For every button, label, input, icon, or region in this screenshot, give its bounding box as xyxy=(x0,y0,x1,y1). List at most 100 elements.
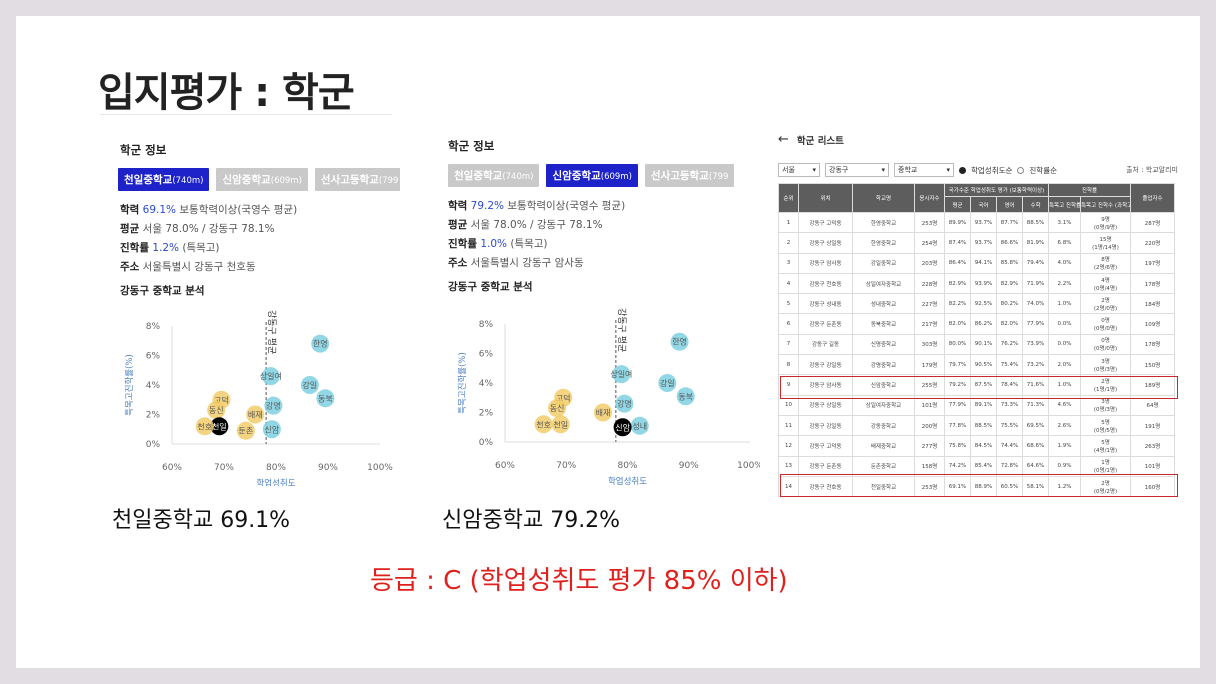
table-row[interactable]: 11 강동구 강일동 강동중학교 200명 77.8% 88.5% 75.5% 69.5% 2.… xyxy=(778,414,1175,437)
table-cell: 93.7% xyxy=(970,232,997,254)
table-cell: 강동구 성내동 xyxy=(798,293,853,315)
region-select[interactable]: 서울 ▾ xyxy=(778,163,820,177)
point-marker xyxy=(594,403,612,422)
caption-middle: 신암중학교 79.2% xyxy=(442,508,621,533)
data-point: 천일 xyxy=(210,417,229,436)
table-cell: 8 xyxy=(778,354,799,376)
table-cell: 9명 (0명/9명) xyxy=(1080,211,1131,234)
y-tick-label: 0% xyxy=(146,440,161,450)
table-cell: 강동구 천호동 xyxy=(798,272,853,295)
th-examinees: 응시자수 xyxy=(914,183,945,213)
tab-school-2[interactable]: 신암중학교(609m) xyxy=(546,164,638,187)
table-cell: 80.0% xyxy=(944,333,971,356)
table-row[interactable]: 5 강동구 성내동 성내중학교 227명 82.2% 92.5% 80.2% 74.0% 1.0… xyxy=(778,293,1175,315)
table-cell: 한영중학교 xyxy=(852,211,915,234)
x-tick-label: 60% xyxy=(495,461,515,471)
table-cell: 강동구 상일동 xyxy=(798,232,853,254)
y-tick-label: 4% xyxy=(146,381,161,391)
tab-school-3[interactable]: 선사고등학교(799 xyxy=(644,164,735,187)
table-row[interactable]: 2 강동구 상일동 한영중학교 254명 87.4% 93.7% 86.6% 81.9% 6.8… xyxy=(778,232,1175,254)
table-row[interactable]: 7 강동구 길동 신명중학교 303명 80.0% 90.1% 76.2% 73.9% 0.0%… xyxy=(778,333,1175,356)
table-cell: 74.0% xyxy=(1022,293,1049,315)
back-arrow-icon[interactable]: ← xyxy=(778,132,789,147)
point-label: 배재 xyxy=(596,409,611,418)
table-row[interactable]: 3 강동구 암사동 강일중학교 203명 86.4% 94.1% 85.8% 79.4% 4.0… xyxy=(778,252,1175,274)
table-cell: 92.5% xyxy=(970,293,997,315)
table-cell: 263명 xyxy=(1130,435,1175,457)
table-row[interactable]: 14 강동구 천호동 천일중학교 253명 69.1% 88.9% 60.5% 58.1% 1.… xyxy=(778,475,1175,498)
table-cell: 84.5% xyxy=(970,435,997,457)
y-axis-label: 특목고진학률(%) xyxy=(124,354,135,416)
table-row[interactable]: 9 강동구 암사동 신암중학교 255명 79.2% 87.5% 78.4% 71.6% 1.0… xyxy=(778,374,1175,396)
level-select[interactable]: 중학교 ▾ xyxy=(894,163,954,177)
table-cell: 303명 xyxy=(914,333,945,356)
point-label: 천일 xyxy=(212,421,227,431)
school-tabs: 천일중학교(740m) 신암중학교(609m) 선사고등학교(799 xyxy=(448,164,760,187)
sort-radio-academic[interactable] xyxy=(959,166,966,174)
table-cell: 79.7% xyxy=(944,354,971,376)
school-tabs: 천일중학교(740m) 신암중학교(609m) 선사고등학교(799 xyxy=(118,168,400,191)
table-row[interactable]: 8 강동구 강일동 강명중학교 179명 79.7% 90.5% 75.4% 73.2% 2.0… xyxy=(778,354,1175,376)
point-label: 천일 xyxy=(553,419,568,429)
y-tick-label: 6% xyxy=(146,352,161,362)
table-cell: 2.6% xyxy=(1048,414,1081,437)
table-cell: 89.9% xyxy=(944,211,971,234)
table-cell: 109명 xyxy=(1130,313,1175,335)
table-row[interactable]: 1 강동구 고덕동 한영중학교 253명 89.9% 93.7% 87.7% 88.5% 3.1… xyxy=(778,211,1175,234)
average-line-label: 강동구 평균 xyxy=(616,308,627,352)
table-cell: 0명 (0명/0명) xyxy=(1080,313,1131,335)
tab-school-1[interactable]: 천일중학교(740m) xyxy=(448,164,540,187)
data-point: 동북 xyxy=(316,389,335,408)
table-cell: 82.9% xyxy=(944,272,971,295)
table-cell: 71.9% xyxy=(1022,272,1049,295)
x-tick-label: 60% xyxy=(162,463,182,473)
point-label: 신암 xyxy=(615,422,630,432)
data-point: 둔촌 xyxy=(236,421,255,440)
x-tick-label: 80% xyxy=(266,463,286,473)
th-location: 위치 xyxy=(798,183,853,213)
tab-school-2[interactable]: 신암중학교(609m) xyxy=(216,168,308,191)
y-tick-label: 8% xyxy=(146,322,161,332)
data-point: 상일여 xyxy=(260,367,282,386)
table-cell: 3 xyxy=(778,252,799,274)
tab-school-3[interactable]: 선사고등학교(799 xyxy=(314,168,400,191)
table-cell: 254명 xyxy=(914,232,945,254)
sort-radio-advance[interactable] xyxy=(1017,166,1025,174)
school-list-panel: ← 학군 리스트 서울 ▾ 강동구 ▾ 중학교 ▾ 학업성취도순 진학률순 출처 : … xyxy=(778,132,1178,502)
table-cell: 85.8% xyxy=(996,252,1023,274)
sort-label: 학업성취도순 xyxy=(971,165,1013,175)
data-point: 천호 xyxy=(534,415,553,434)
caption-left: 천일중학교 69.1% xyxy=(112,508,291,533)
table-cell: 80.2% xyxy=(996,293,1023,315)
table-row[interactable]: 12 강동구 고덕동 배재중학교 277명 75.8% 84.5% 74.4% 68.6% 1.… xyxy=(778,435,1175,457)
table-row[interactable]: 13 강동구 둔촌동 둔촌중학교 158명 74.2% 85.4% 72.8% 64.6% 0.… xyxy=(778,455,1175,477)
row-highlight-box xyxy=(780,474,1178,497)
table-cell: 178명 xyxy=(1130,333,1175,356)
data-point: 강일 xyxy=(300,376,319,394)
point-marker xyxy=(658,374,677,392)
y-tick-label: 2% xyxy=(479,409,494,419)
table-cell: 150명 xyxy=(1130,354,1175,376)
table-cell: 4명 (0명/4명) xyxy=(1080,272,1131,295)
district-select[interactable]: 강동구 ▾ xyxy=(825,163,889,177)
data-point: 동신 xyxy=(548,399,567,418)
table-cell: 88.5% xyxy=(1022,211,1049,234)
table-cell: 성내중학교 xyxy=(852,293,915,315)
data-point: 상일여 xyxy=(610,365,632,384)
table-row[interactable]: 4 강동구 천호동 상일여자중학교 228명 82.9% 93.9% 82.9% 71.9% 2… xyxy=(778,272,1175,295)
data-point: 강명 xyxy=(615,394,634,413)
average-line-label: 강동구 평균 xyxy=(266,310,277,354)
data-point: 천일 xyxy=(551,415,570,434)
analysis-title: 강동구 중학교 분석 xyxy=(120,285,205,297)
table-cell: 74.4% xyxy=(996,435,1023,457)
th-korean: 국어 xyxy=(970,196,997,213)
data-point: 천호 xyxy=(195,417,214,436)
x-tick-label: 100% xyxy=(737,461,760,471)
tab-school-1[interactable]: 천일중학교(740m) xyxy=(118,168,210,191)
table-cell: 227명 xyxy=(914,293,945,315)
table-cell: 287명 xyxy=(1130,211,1175,234)
point-label: 강일 xyxy=(660,378,675,388)
table-row[interactable]: 6 강동구 둔촌동 동북중학교 217명 82.0% 86.2% 82.0% 77.9% 0.0… xyxy=(778,313,1175,335)
point-label: 천호 xyxy=(536,419,551,429)
table-cell: 76.2% xyxy=(996,333,1023,356)
